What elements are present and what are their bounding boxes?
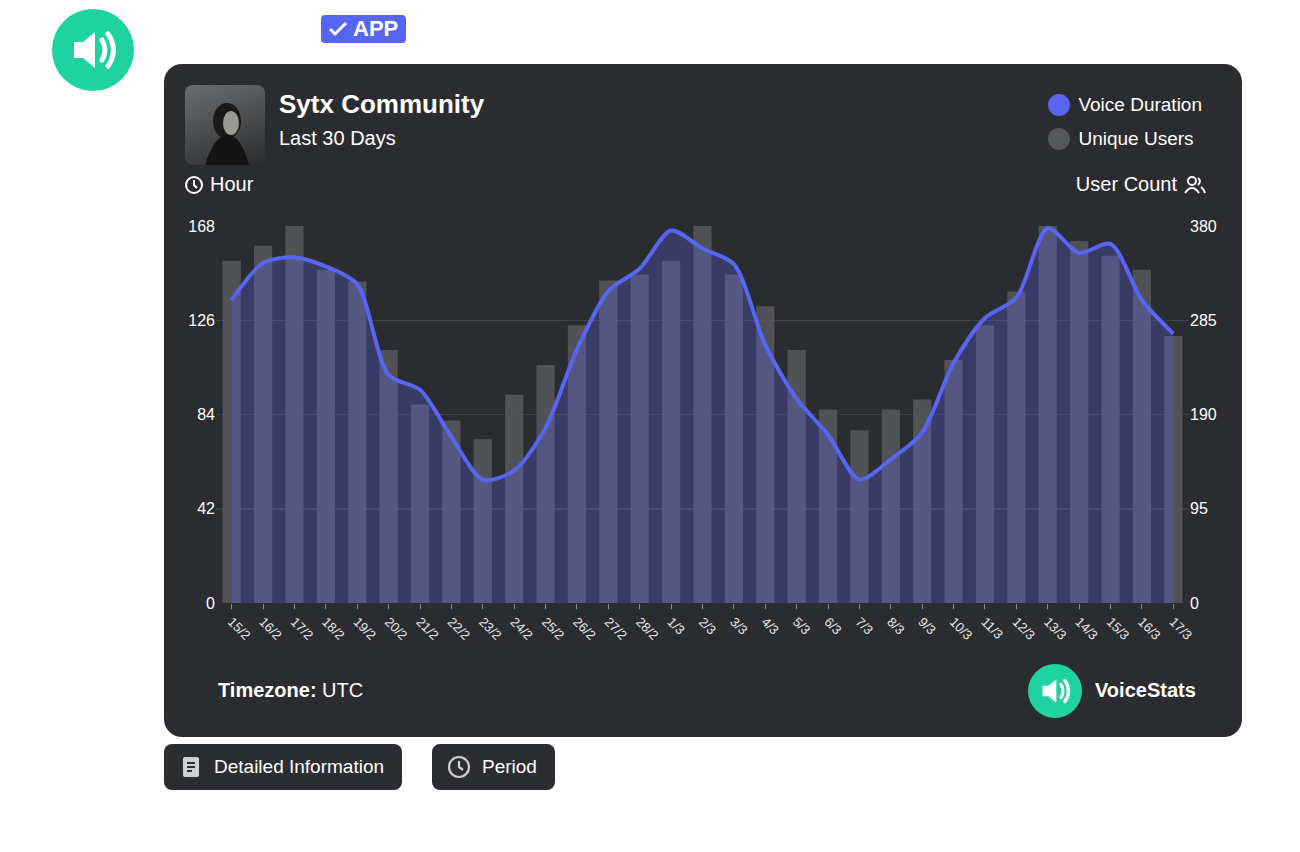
svg-text:126: 126 <box>188 312 215 329</box>
svg-text:19/2: 19/2 <box>351 614 380 643</box>
svg-text:168: 168 <box>188 218 215 235</box>
svg-text:22/2: 22/2 <box>445 614 474 643</box>
svg-text:0: 0 <box>1190 595 1199 612</box>
svg-text:4/3: 4/3 <box>759 614 782 637</box>
html-text:Sytx Community: Sytx Community <box>279 89 485 119</box>
svg-text:3/3: 3/3 <box>727 614 750 637</box>
html-text:Timezone: UTC: Timezone: UTC <box>218 679 364 701</box>
svg-text:24/2: 24/2 <box>507 614 536 643</box>
svg-text:16/3: 16/3 <box>1135 614 1164 643</box>
svg-text:6/3: 6/3 <box>821 614 844 637</box>
svg-text:17/2: 17/2 <box>288 614 317 643</box>
html-text:Unique Users: Unique Users <box>1078 128 1194 149</box>
svg-text:0: 0 <box>206 595 215 612</box>
svg-text:16/2: 16/2 <box>256 614 285 643</box>
html-text:Detailed Information: Detailed Information <box>214 756 384 777</box>
html-text:VoiceStats: VoiceStats <box>1095 679 1196 701</box>
svg-text:15/3: 15/3 <box>1104 614 1133 643</box>
html-text:Period: Period <box>482 756 537 777</box>
svg-text:10/3: 10/3 <box>947 614 976 643</box>
svg-text:28/2: 28/2 <box>633 614 662 643</box>
svg-text:1/3: 1/3 <box>664 614 687 637</box>
svg-text:9/3: 9/3 <box>915 614 938 637</box>
svg-text:14/3: 14/3 <box>1072 614 1101 643</box>
svg-text:42: 42 <box>197 500 215 517</box>
svg-text:21/2: 21/2 <box>413 614 442 643</box>
html-text:APP: APP <box>353 16 399 41</box>
html-text:User Count: User Count <box>1075 173 1177 195</box>
svg-text:84: 84 <box>197 406 215 423</box>
svg-text:25/2: 25/2 <box>539 614 568 643</box>
svg-text:7/3: 7/3 <box>853 614 876 637</box>
svg-text:20/2: 20/2 <box>382 614 411 643</box>
svg-text:380: 380 <box>1190 218 1217 235</box>
html-text:Voice Duration: Voice Duration <box>1078 94 1202 115</box>
html-text:Last 30 Days: Last 30 Days <box>279 127 396 149</box>
html-text:Hour: Hour <box>210 173 254 195</box>
svg-text:285: 285 <box>1190 312 1217 329</box>
svg-text:190: 190 <box>1190 406 1217 423</box>
svg-text:8/3: 8/3 <box>884 614 907 637</box>
svg-text:26/2: 26/2 <box>570 614 599 643</box>
svg-text:15/2: 15/2 <box>225 614 254 643</box>
svg-text:13/3: 13/3 <box>1041 614 1070 643</box>
svg-text:12/3: 12/3 <box>1010 614 1039 643</box>
svg-text:11/3: 11/3 <box>978 614 1006 642</box>
svg-text:17/3: 17/3 <box>1167 614 1196 643</box>
svg-text:23/2: 23/2 <box>476 614 505 643</box>
svg-text:95: 95 <box>1190 500 1208 517</box>
svg-text:18/2: 18/2 <box>319 614 348 643</box>
svg-text:27/2: 27/2 <box>602 614 631 643</box>
svg-text:2/3: 2/3 <box>696 614 719 637</box>
svg-text:5/3: 5/3 <box>790 614 813 637</box>
